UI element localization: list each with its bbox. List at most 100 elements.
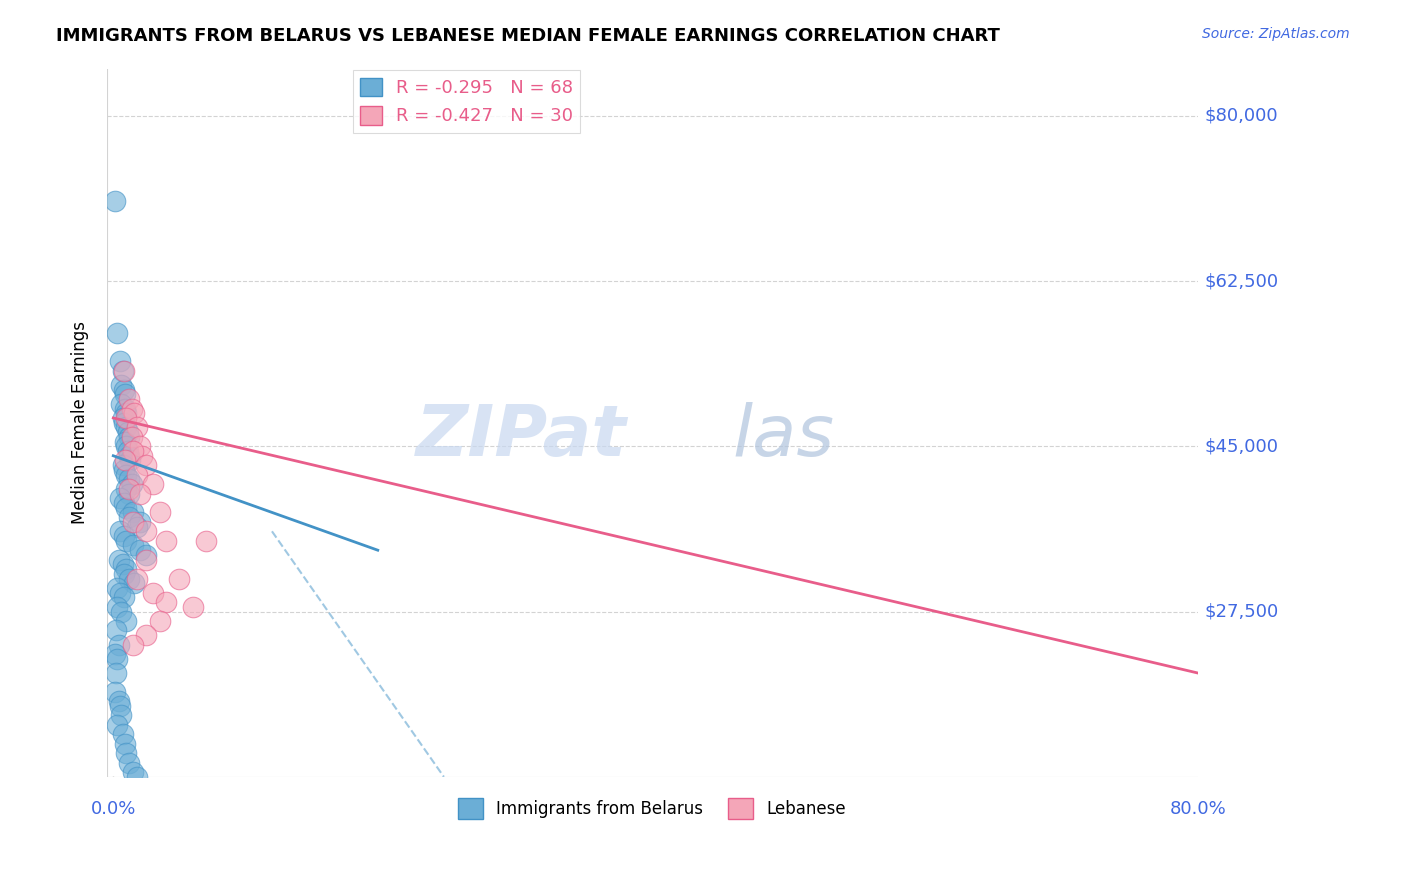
- Point: [115, 406, 138, 420]
- Text: ZIPat: ZIPat: [416, 402, 627, 471]
- Point: [115, 482, 138, 496]
- Text: $80,000: $80,000: [1205, 107, 1278, 125]
- Point: [115, 746, 138, 760]
- Text: 80.0%: 80.0%: [1170, 800, 1226, 819]
- Point: [112, 591, 135, 605]
- Point: [135, 458, 157, 473]
- Point: [122, 539, 145, 553]
- Point: [125, 420, 148, 434]
- Text: $45,000: $45,000: [1205, 437, 1278, 455]
- Text: $62,500: $62,500: [1205, 272, 1278, 290]
- Point: [114, 434, 136, 449]
- Point: [114, 453, 136, 467]
- Point: [105, 599, 128, 614]
- Point: [108, 524, 131, 539]
- Point: [125, 770, 148, 784]
- Point: [181, 599, 204, 614]
- Point: [194, 533, 217, 548]
- Point: [105, 326, 128, 340]
- Point: [142, 585, 165, 599]
- Point: [112, 496, 135, 510]
- Point: [104, 194, 127, 208]
- Point: [148, 614, 170, 628]
- Point: [118, 756, 141, 770]
- Point: [105, 581, 128, 595]
- Point: [128, 439, 150, 453]
- Point: [114, 737, 136, 751]
- Point: [118, 392, 141, 406]
- Point: [142, 477, 165, 491]
- Point: [108, 354, 131, 368]
- Point: [108, 585, 131, 599]
- Point: [112, 463, 135, 477]
- Point: [148, 505, 170, 519]
- Point: [122, 444, 145, 458]
- Text: 0.0%: 0.0%: [90, 800, 136, 819]
- Point: [155, 533, 177, 548]
- Text: Median Female Earnings: Median Female Earnings: [72, 321, 89, 524]
- Point: [107, 638, 129, 652]
- Point: [114, 401, 136, 416]
- Point: [121, 401, 143, 416]
- Point: [110, 397, 132, 411]
- Point: [111, 411, 134, 425]
- Point: [104, 647, 127, 661]
- Point: [115, 411, 138, 425]
- Point: [125, 572, 148, 586]
- Point: [115, 614, 138, 628]
- Point: [111, 727, 134, 741]
- Point: [118, 486, 141, 500]
- Point: [135, 628, 157, 642]
- Point: [104, 624, 127, 638]
- Point: [118, 572, 141, 586]
- Point: [131, 449, 153, 463]
- Point: [117, 444, 139, 458]
- Point: [122, 515, 145, 529]
- Point: [108, 491, 131, 506]
- Point: [118, 430, 141, 444]
- Point: [155, 595, 177, 609]
- Text: las: las: [733, 402, 834, 471]
- Point: [115, 439, 138, 453]
- Point: [122, 638, 145, 652]
- Point: [104, 665, 127, 680]
- Point: [124, 576, 146, 591]
- Point: [107, 694, 129, 708]
- Text: $27,500: $27,500: [1205, 603, 1278, 621]
- Point: [105, 718, 128, 732]
- Point: [120, 453, 142, 467]
- Point: [114, 387, 136, 401]
- Point: [110, 378, 132, 392]
- Point: [112, 383, 135, 397]
- Point: [118, 510, 141, 524]
- Point: [112, 364, 135, 378]
- Point: [121, 430, 143, 444]
- Point: [111, 558, 134, 572]
- Point: [110, 708, 132, 723]
- Point: [135, 552, 157, 566]
- Point: [111, 364, 134, 378]
- Point: [122, 765, 145, 780]
- Point: [112, 416, 135, 430]
- Point: [128, 515, 150, 529]
- Point: [135, 548, 157, 562]
- Point: [105, 652, 128, 666]
- Point: [104, 685, 127, 699]
- Text: IMMIGRANTS FROM BELARUS VS LEBANESE MEDIAN FEMALE EARNINGS CORRELATION CHART: IMMIGRANTS FROM BELARUS VS LEBANESE MEDI…: [56, 27, 1000, 45]
- Point: [125, 467, 148, 482]
- Point: [169, 572, 191, 586]
- Point: [108, 699, 131, 714]
- Point: [135, 524, 157, 539]
- Point: [121, 477, 143, 491]
- Point: [122, 505, 145, 519]
- Point: [118, 472, 141, 486]
- Point: [111, 458, 134, 473]
- Point: [115, 467, 138, 482]
- Point: [128, 486, 150, 500]
- Point: [110, 605, 132, 619]
- Point: [107, 552, 129, 566]
- Point: [128, 543, 150, 558]
- Point: [115, 500, 138, 515]
- Point: [115, 562, 138, 576]
- Text: Source: ZipAtlas.com: Source: ZipAtlas.com: [1202, 27, 1350, 41]
